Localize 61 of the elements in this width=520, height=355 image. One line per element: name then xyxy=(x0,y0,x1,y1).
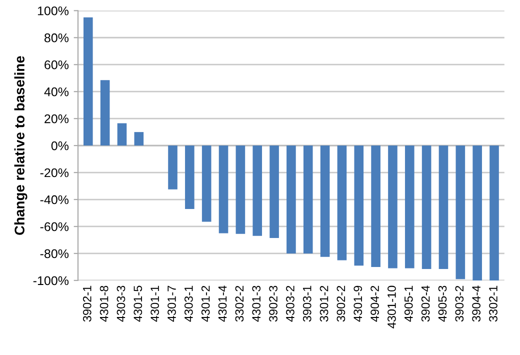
x-tick-label: 4301-3 xyxy=(252,286,261,322)
x-tick-label: 4303-2 xyxy=(286,286,294,322)
bar xyxy=(354,146,364,266)
x-tick-label: 4301-5 xyxy=(134,286,142,322)
bar xyxy=(185,146,194,209)
y-tick-label: -60% xyxy=(40,222,69,232)
x-tick-label: 3902-2 xyxy=(336,286,346,322)
bar xyxy=(490,146,499,280)
bar xyxy=(404,146,414,268)
x-tick-label: 4301-9 xyxy=(354,286,362,322)
x-tick-label: 4303-1 xyxy=(184,286,193,322)
x-tick-label: 4301-1 xyxy=(150,286,160,322)
x-tick-label: 3302-2 xyxy=(235,286,244,322)
bar xyxy=(270,146,279,238)
bar xyxy=(388,146,398,268)
bar xyxy=(100,80,110,146)
x-tick-label: 4301-2 xyxy=(201,286,210,322)
y-tick-label: 20% xyxy=(44,114,69,124)
x-tick-label: 4301-4 xyxy=(218,286,227,322)
x-tick-label: 4301-10 xyxy=(388,286,396,328)
x-tick-label: 4904-2 xyxy=(370,286,379,322)
bar xyxy=(371,146,380,267)
bar xyxy=(202,146,212,222)
bar xyxy=(320,146,330,257)
bar xyxy=(472,146,482,280)
y-axis-title: Change relative to baseline xyxy=(14,56,28,235)
x-tick-label: 4301-8 xyxy=(100,286,108,322)
y-tick-label: 60% xyxy=(44,60,69,70)
bar xyxy=(438,146,448,269)
bar xyxy=(117,123,127,146)
y-tick-label: -20% xyxy=(40,168,69,178)
y-tick-label: 100% xyxy=(38,6,69,16)
bar xyxy=(134,132,144,146)
x-tick-label: 4905-3 xyxy=(438,286,447,322)
y-tick-label: 0% xyxy=(51,141,69,150)
x-tick-label: 4301-7 xyxy=(168,286,176,322)
y-tick-label: 80% xyxy=(44,33,69,42)
bar xyxy=(286,146,296,254)
x-tick-label: 3302-1 xyxy=(489,286,498,322)
x-tick-label: 3903-1 xyxy=(302,286,312,322)
bar xyxy=(252,146,262,236)
y-tick-label: -80% xyxy=(40,249,69,258)
bar xyxy=(303,146,313,254)
bar xyxy=(456,146,466,280)
y-tick-label: 40% xyxy=(44,87,69,96)
y-tick-label: -100% xyxy=(33,276,69,286)
bar xyxy=(337,146,347,260)
x-tick-label: 3902-4 xyxy=(421,286,430,322)
x-tick-label: 3904-4 xyxy=(472,286,480,322)
x-tick-label: 3903-2 xyxy=(455,286,464,322)
x-tick-label: 4905-1 xyxy=(404,286,413,322)
bar xyxy=(422,146,432,269)
bar xyxy=(218,146,228,234)
x-tick-label: 3902-1 xyxy=(82,286,92,322)
y-tick-label: -40% xyxy=(40,195,69,204)
bar xyxy=(168,146,178,190)
x-tick-label: 4303-3 xyxy=(116,286,126,322)
x-tick-label: 3301-2 xyxy=(320,286,328,322)
bar xyxy=(236,146,246,234)
x-tick-label: 3902-3 xyxy=(269,286,278,322)
bar xyxy=(84,17,93,146)
